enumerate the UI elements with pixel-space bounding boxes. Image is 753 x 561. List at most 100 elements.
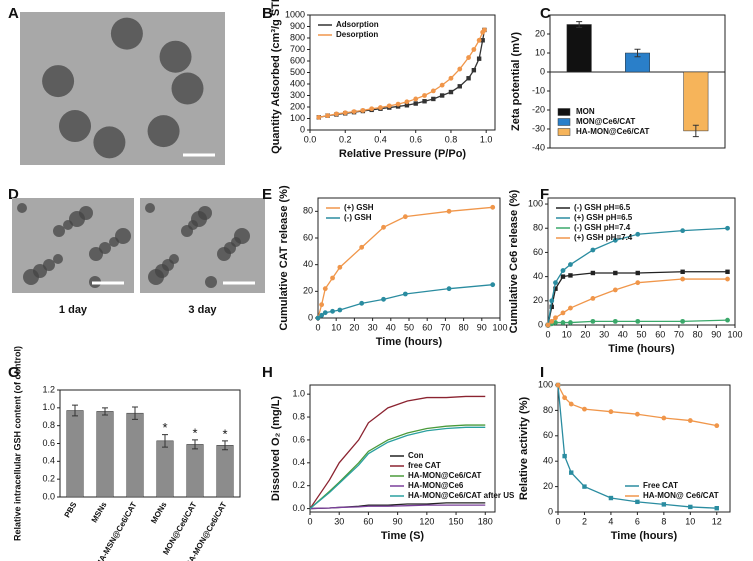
y-tick-label: 1.2 [42, 384, 55, 394]
error-bar [222, 440, 228, 451]
point [680, 318, 686, 324]
particle [89, 247, 103, 261]
x-axis-label: Time (hours) [376, 336, 443, 348]
y-tick-label: 500 [290, 67, 305, 77]
point [568, 401, 574, 407]
y-tick-label: 0 [538, 319, 543, 329]
x-tick-label: 100 [492, 322, 507, 332]
significance: * [222, 426, 227, 441]
x-tick-label: 40 [618, 329, 628, 339]
series-line [317, 206, 493, 319]
panel-label: G [8, 364, 20, 381]
plot-frame [549, 14, 726, 149]
point [360, 108, 366, 113]
point [553, 320, 558, 325]
particle [79, 206, 93, 220]
legend-label: HA-MON@Ce6/CAT [408, 471, 482, 480]
y-tick-label: 80 [533, 223, 543, 233]
point [386, 103, 392, 109]
point [612, 237, 618, 243]
series-line [309, 395, 486, 509]
point [342, 110, 348, 116]
point [568, 262, 573, 267]
particle [234, 228, 250, 244]
point [439, 82, 445, 88]
legend-label: HA-MON@ Ce6/CAT [643, 491, 719, 500]
y-tick-label: 1.0 [292, 389, 305, 399]
panel-label: H [262, 364, 273, 381]
series-line [309, 424, 486, 510]
particle [115, 228, 131, 244]
x-tick-label: 50 [404, 322, 414, 332]
point [330, 275, 335, 281]
particle [93, 126, 126, 159]
x-tick-label: 0.0 [304, 134, 317, 144]
point [471, 47, 477, 52]
y-axis-label: Quantity Adsorbed (cm³/g STP) [270, 0, 282, 154]
point [480, 38, 485, 43]
point [725, 276, 730, 282]
panel-label: D [8, 186, 19, 203]
x-tick-label: 0 [545, 329, 550, 339]
point [553, 315, 558, 321]
point [319, 302, 325, 308]
y-tick-label: 40 [543, 456, 553, 466]
point [369, 106, 375, 112]
bar [156, 440, 174, 498]
point [413, 101, 418, 106]
legend-label: (+) GSH pH=6.5 [574, 213, 633, 222]
error-bar [692, 124, 699, 138]
y-tick-label: 20 [535, 28, 545, 38]
series-line [318, 29, 485, 118]
point [568, 273, 573, 278]
point [555, 382, 561, 388]
point [378, 105, 383, 110]
error-bar [162, 434, 168, 448]
x-tick-label: 2 [582, 516, 587, 526]
x-tick-label: 180 [478, 516, 493, 526]
y-tick-label: 20 [303, 286, 313, 296]
particle [145, 203, 155, 213]
error-bar [576, 21, 583, 28]
point [448, 75, 454, 81]
point [590, 318, 596, 324]
legend-label: Desorption [336, 30, 378, 39]
x-tick-label: 0.4 [374, 134, 387, 144]
y-tick-label: 0.0 [292, 503, 305, 513]
point [562, 453, 567, 459]
point [545, 322, 551, 328]
legend-label: Free CAT [643, 481, 678, 490]
y-tick-label: 20 [533, 295, 543, 305]
legend-label: (-) GSH pH=7.4 [574, 223, 631, 232]
point [448, 89, 454, 95]
point [635, 318, 641, 324]
image-caption: 3 day [188, 304, 217, 316]
panel-label: A [8, 5, 19, 22]
x-tick-label: 60 [422, 322, 432, 332]
point [337, 264, 343, 270]
y-tick-label: 60 [533, 247, 543, 257]
significance: * [162, 420, 167, 435]
point [635, 231, 641, 237]
x-tick-label: 40 [386, 322, 396, 332]
y-tick-label: 10 [535, 47, 545, 57]
point [661, 415, 667, 421]
bar [126, 412, 144, 498]
particle [33, 264, 47, 278]
y-tick-label: 400 [290, 78, 305, 88]
y-tick-label: 0 [540, 66, 545, 76]
point [482, 27, 487, 33]
y-tick-label: -40 [532, 142, 545, 152]
x-tick-label: MONs [149, 500, 169, 525]
particle [205, 276, 217, 288]
error-bar [102, 407, 108, 416]
point [322, 286, 328, 292]
y-tick-label: 0.4 [292, 457, 305, 467]
point [319, 312, 325, 318]
series-line [557, 384, 717, 509]
point [381, 224, 386, 230]
point [553, 280, 558, 286]
y-tick-label: 100 [528, 198, 543, 208]
x-tick-label: 120 [419, 516, 434, 526]
